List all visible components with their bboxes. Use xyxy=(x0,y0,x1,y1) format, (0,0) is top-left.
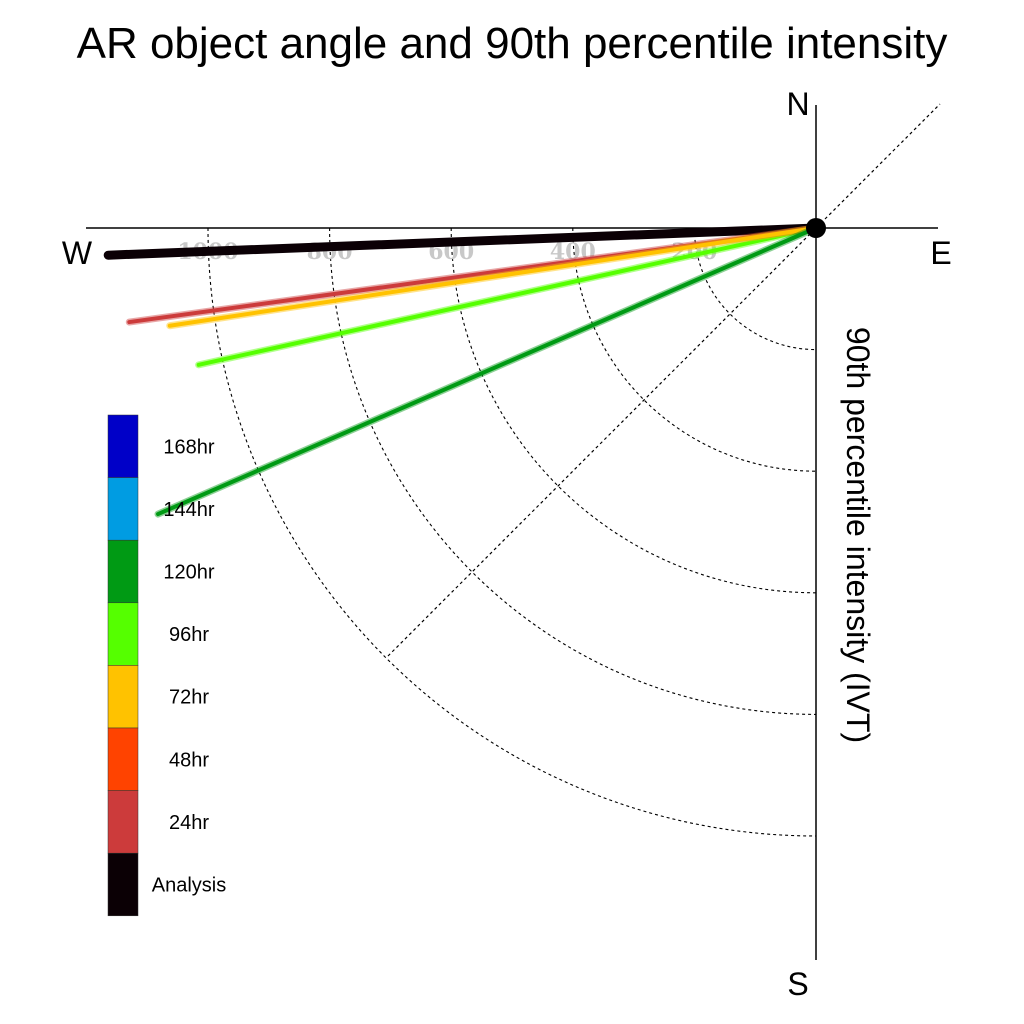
legend-swatch-72hr xyxy=(107,665,139,729)
grid-arc-600 xyxy=(450,227,817,594)
grid-arc-1000 xyxy=(207,227,817,837)
series-lines xyxy=(103,223,821,518)
legend-label: 168hr xyxy=(163,436,214,458)
legend-label: Analysis xyxy=(152,875,226,897)
legend-label: 24hr xyxy=(169,812,209,834)
compass-east-label: E xyxy=(930,235,951,271)
legend-label: 48hr xyxy=(169,749,209,771)
compass-west-label: W xyxy=(62,235,93,271)
legend-swatch-168hr xyxy=(107,414,139,478)
legend-label: 72hr xyxy=(169,687,209,709)
legend-label: 120hr xyxy=(163,562,214,584)
series-line-96hr xyxy=(196,226,818,367)
legend-swatch-96hr xyxy=(107,602,139,666)
grid-arc-400 xyxy=(572,227,817,472)
legend: 168hr 144hr 120hr 96hr 72hr 48hr 24hr Analysis xyxy=(107,414,226,917)
legend-swatch-120hr xyxy=(107,539,139,604)
chart-title: AR object angle and 90th percentile inte… xyxy=(77,19,948,68)
grid-arc-800 xyxy=(329,227,817,715)
legend-label: 96hr xyxy=(169,624,209,646)
legend-swatch-144hr xyxy=(107,477,139,541)
y-axis-label: 90th percentile intensity (IVT) xyxy=(840,327,876,743)
legend-swatch-Analysis xyxy=(107,852,139,917)
series-line-72hr xyxy=(167,226,818,328)
series-line-Analysis xyxy=(103,223,821,260)
compass-north-label: N xyxy=(786,86,809,122)
legend-swatch-48hr xyxy=(107,727,139,791)
legend-swatch-24hr xyxy=(107,790,139,854)
compass-south-label: S xyxy=(787,966,808,1002)
series-line-120hr xyxy=(156,226,818,517)
legend-label: 144hr xyxy=(163,499,214,521)
origin-point xyxy=(806,218,826,238)
diagonal-reference-line xyxy=(387,103,941,657)
